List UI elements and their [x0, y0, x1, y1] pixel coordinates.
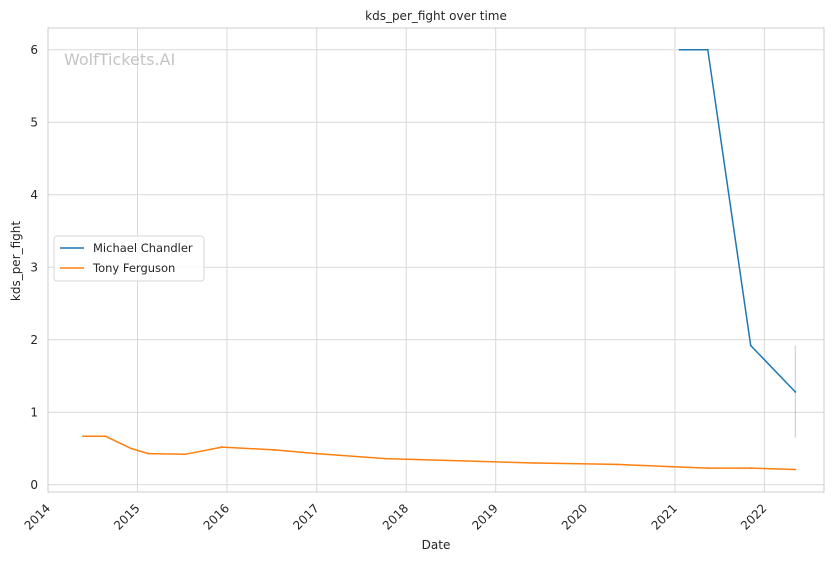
data-point-tony-ferguson: [706, 467, 709, 469]
data-point-tony-ferguson: [794, 468, 797, 471]
y-axis-ticks: 0 1 2 3 4 5 6: [30, 43, 38, 492]
y-tick-label: 0: [30, 478, 38, 492]
y-tick-label: 2: [30, 333, 38, 347]
y-tick-label: 4: [30, 188, 38, 202]
y-tick-label: 5: [30, 115, 38, 129]
legend-box: [53, 235, 205, 282]
watermark: WolfTickets.AI: [64, 50, 175, 69]
y-tick-label: 6: [30, 43, 38, 57]
data-point-michael-chandler: [678, 48, 681, 51]
y-axis-title: kds_per_fight: [9, 221, 23, 302]
data-point-tony-ferguson: [315, 452, 318, 455]
data-point-tony-ferguson: [384, 457, 387, 460]
plot-frame: [47, 27, 825, 493]
data-point-michael-chandler: [706, 48, 709, 51]
data-point-tony-ferguson: [533, 462, 536, 464]
data-point-tony-ferguson: [104, 435, 107, 438]
y-tick-label: 3: [30, 260, 38, 274]
series-lines: [82, 48, 797, 471]
legend-label-michael-chandler: Michael Chandler: [93, 241, 193, 255]
data-point-tony-ferguson: [749, 467, 752, 469]
data-point-michael-chandler: [749, 344, 752, 347]
data-point-tony-ferguson: [220, 446, 223, 448]
data-point-tony-ferguson: [669, 465, 671, 468]
legend: Michael Chandler Tony Ferguson: [53, 235, 205, 282]
data-point-tony-ferguson: [184, 453, 187, 456]
series-line-michael-chandler: [678, 49, 797, 393]
chart-title: kds_per_fight over time: [365, 9, 507, 23]
data-point-tony-ferguson: [273, 449, 276, 451]
data-point-tony-ferguson: [615, 463, 618, 466]
y-tick-label: 1: [30, 405, 38, 419]
legend-label-tony-ferguson: Tony Ferguson: [92, 261, 175, 275]
data-point-tony-ferguson: [147, 452, 150, 455]
data-point-michael-chandler: [794, 391, 797, 393]
data-point-tony-ferguson: [130, 447, 133, 450]
x-axis-title: Date: [422, 538, 451, 552]
data-point-tony-ferguson: [82, 435, 84, 438]
